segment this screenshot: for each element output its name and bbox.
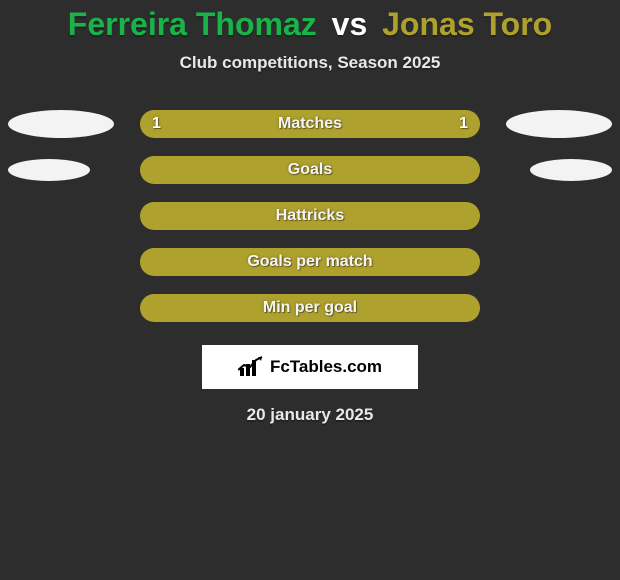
player2-value: 1 [459, 115, 468, 133]
logo-box: FcTables.com [202, 345, 418, 389]
player1-ellipse [8, 110, 114, 138]
stat-row: Goals [0, 147, 620, 193]
stat-label: Goals [288, 161, 332, 179]
stat-bar: 1 Matches 1 [140, 110, 480, 138]
stat-row: Goals per match [0, 239, 620, 285]
stat-bar: Goals per match [140, 248, 480, 276]
stats-rows: 1 Matches 1 Goals Hattricks Goals per match Mi… [0, 101, 620, 331]
player1-name: Ferreira Thomaz [68, 6, 317, 42]
stat-row: 1 Matches 1 [0, 101, 620, 147]
date-text: 20 january 2025 [0, 405, 620, 425]
stat-bar: Hattricks [140, 202, 480, 230]
player1-value: 1 [152, 115, 161, 133]
bar-chart-icon [238, 356, 264, 378]
stat-label: Matches [278, 115, 342, 133]
stat-label: Min per goal [263, 299, 357, 317]
logo-text: FcTables.com [270, 357, 382, 377]
player2-ellipse [530, 159, 612, 181]
subtitle: Club competitions, Season 2025 [0, 53, 620, 73]
stat-label: Goals per match [247, 253, 372, 271]
page-title: Ferreira Thomaz vs Jonas Toro [0, 0, 620, 43]
player2-ellipse [506, 110, 612, 138]
player1-ellipse [8, 159, 90, 181]
player2-name: Jonas Toro [382, 6, 552, 42]
stat-bar: Min per goal [140, 294, 480, 322]
stat-row: Min per goal [0, 285, 620, 331]
stat-bar: Goals [140, 156, 480, 184]
stat-label: Hattricks [276, 207, 344, 225]
stat-row: Hattricks [0, 193, 620, 239]
vs-text: vs [332, 6, 368, 42]
